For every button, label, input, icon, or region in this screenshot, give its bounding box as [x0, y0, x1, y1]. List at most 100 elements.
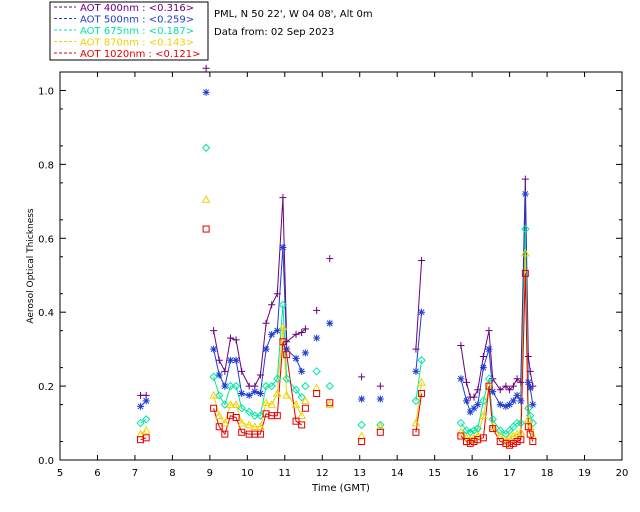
- data-point-s0: [485, 327, 493, 335]
- data-point-s3: [226, 400, 235, 408]
- data-point-s0: [502, 382, 510, 390]
- data-point-s3: [250, 422, 260, 431]
- data-point-s0: [521, 175, 529, 183]
- data-point-s1: [506, 401, 514, 409]
- data-point-s0: [474, 386, 482, 394]
- data-point-s1: [326, 319, 334, 327]
- data-point-s2: [226, 381, 235, 391]
- data-point-s4: [232, 414, 240, 422]
- data-point-s2: [312, 367, 321, 376]
- data-point-s3: [201, 194, 211, 203]
- data-point-s3: [231, 400, 241, 408]
- data-point-s4: [137, 436, 145, 444]
- data-point-s3: [214, 411, 224, 419]
- data-point-s2: [512, 418, 522, 428]
- data-point-s4: [517, 436, 525, 444]
- series-line-1: [415, 312, 423, 372]
- x-tick-label: 13: [353, 468, 366, 479]
- data-point-s0: [506, 386, 514, 394]
- data-point-s1: [262, 345, 270, 353]
- data-point-s4: [479, 434, 487, 442]
- data-date: Data from: 02 Sep 2023: [214, 27, 334, 38]
- data-point-s3: [488, 422, 498, 431]
- data-point-s0: [298, 329, 306, 337]
- legend-entry: AOT 675nm : <0.187>: [80, 26, 194, 37]
- data-point-s2: [282, 374, 291, 383]
- data-point-s2: [201, 143, 211, 152]
- data-point-s0: [238, 367, 246, 375]
- data-point-s1: [313, 334, 321, 342]
- data-point-s1: [463, 397, 471, 405]
- data-point-s3: [462, 433, 471, 442]
- x-tick-label: 14: [391, 468, 404, 479]
- data-point-s1: [215, 371, 223, 379]
- data-point-s3: [272, 388, 282, 397]
- data-point-s0: [418, 256, 426, 264]
- data-point-s4: [470, 438, 478, 446]
- legend-entry: AOT 400nm : <0.316>: [80, 3, 194, 14]
- data-point-s0: [524, 353, 532, 361]
- data-point-s4: [313, 389, 321, 397]
- data-point-s3: [209, 390, 218, 399]
- data-point-s3: [516, 427, 526, 436]
- data-point-s0: [412, 345, 420, 353]
- data-point-s4: [283, 351, 291, 359]
- data-point-s1: [489, 388, 497, 396]
- data-point-s4: [526, 430, 534, 438]
- data-point-s2: [456, 418, 466, 428]
- data-point-s4: [513, 438, 521, 446]
- data-point-s1: [268, 330, 276, 338]
- data-point-s2: [209, 372, 218, 382]
- y-tick-label: 1.0: [38, 86, 54, 97]
- legend-entry: AOT 1020nm : <0.121>: [80, 49, 200, 60]
- data-point-s1: [283, 345, 291, 353]
- data-point-s0: [226, 334, 234, 342]
- data-point-s4: [418, 389, 426, 397]
- data-point-s2: [524, 404, 533, 413]
- data-point-s1: [210, 345, 218, 353]
- data-point-s4: [142, 434, 150, 442]
- data-point-s1: [418, 308, 426, 316]
- data-point-s0: [526, 367, 534, 375]
- data-point-s1: [251, 388, 259, 396]
- data-point-s3: [465, 435, 475, 443]
- data-point-s0: [358, 373, 366, 381]
- data-point-s1: [292, 354, 300, 362]
- data-point-s3: [256, 422, 265, 431]
- data-point-s0: [509, 382, 517, 390]
- data-point-s0: [496, 386, 504, 394]
- data-point-s3: [523, 414, 533, 423]
- x-tick-label: 12: [316, 468, 329, 479]
- data-point-s3: [312, 383, 321, 392]
- data-point-s3: [141, 425, 151, 434]
- data-point-s3: [456, 427, 466, 436]
- data-point-s2: [516, 418, 526, 428]
- data-point-s1: [513, 391, 521, 399]
- data-point-s4: [202, 225, 210, 233]
- data-point-s4: [457, 432, 465, 440]
- x-tick-label: 6: [94, 468, 100, 479]
- data-point-s1: [524, 378, 532, 386]
- data-point-s0: [517, 378, 525, 386]
- data-point-s4: [215, 423, 223, 431]
- data-point-s4: [358, 438, 366, 446]
- data-point-s2: [136, 418, 145, 428]
- legend-entry: AOT 500nm : <0.259>: [80, 15, 194, 26]
- data-point-s1: [279, 244, 287, 252]
- x-tick-label: 10: [241, 468, 254, 479]
- data-point-s2: [357, 420, 366, 430]
- data-point-s3: [473, 431, 483, 440]
- series-line-1: [213, 247, 303, 396]
- data-point-s0: [326, 255, 334, 263]
- data-point-s1: [245, 391, 253, 399]
- data-point-s0: [313, 306, 321, 314]
- data-point-s1: [256, 389, 264, 397]
- y-tick-label: 0.4: [38, 308, 54, 319]
- data-point-s0: [470, 393, 478, 401]
- data-point-s1: [479, 364, 487, 372]
- data-point-s3: [297, 411, 307, 419]
- data-point-s1: [232, 356, 240, 364]
- data-point-s0: [221, 367, 229, 375]
- data-point-s2: [244, 407, 254, 417]
- data-point-s2: [411, 396, 421, 406]
